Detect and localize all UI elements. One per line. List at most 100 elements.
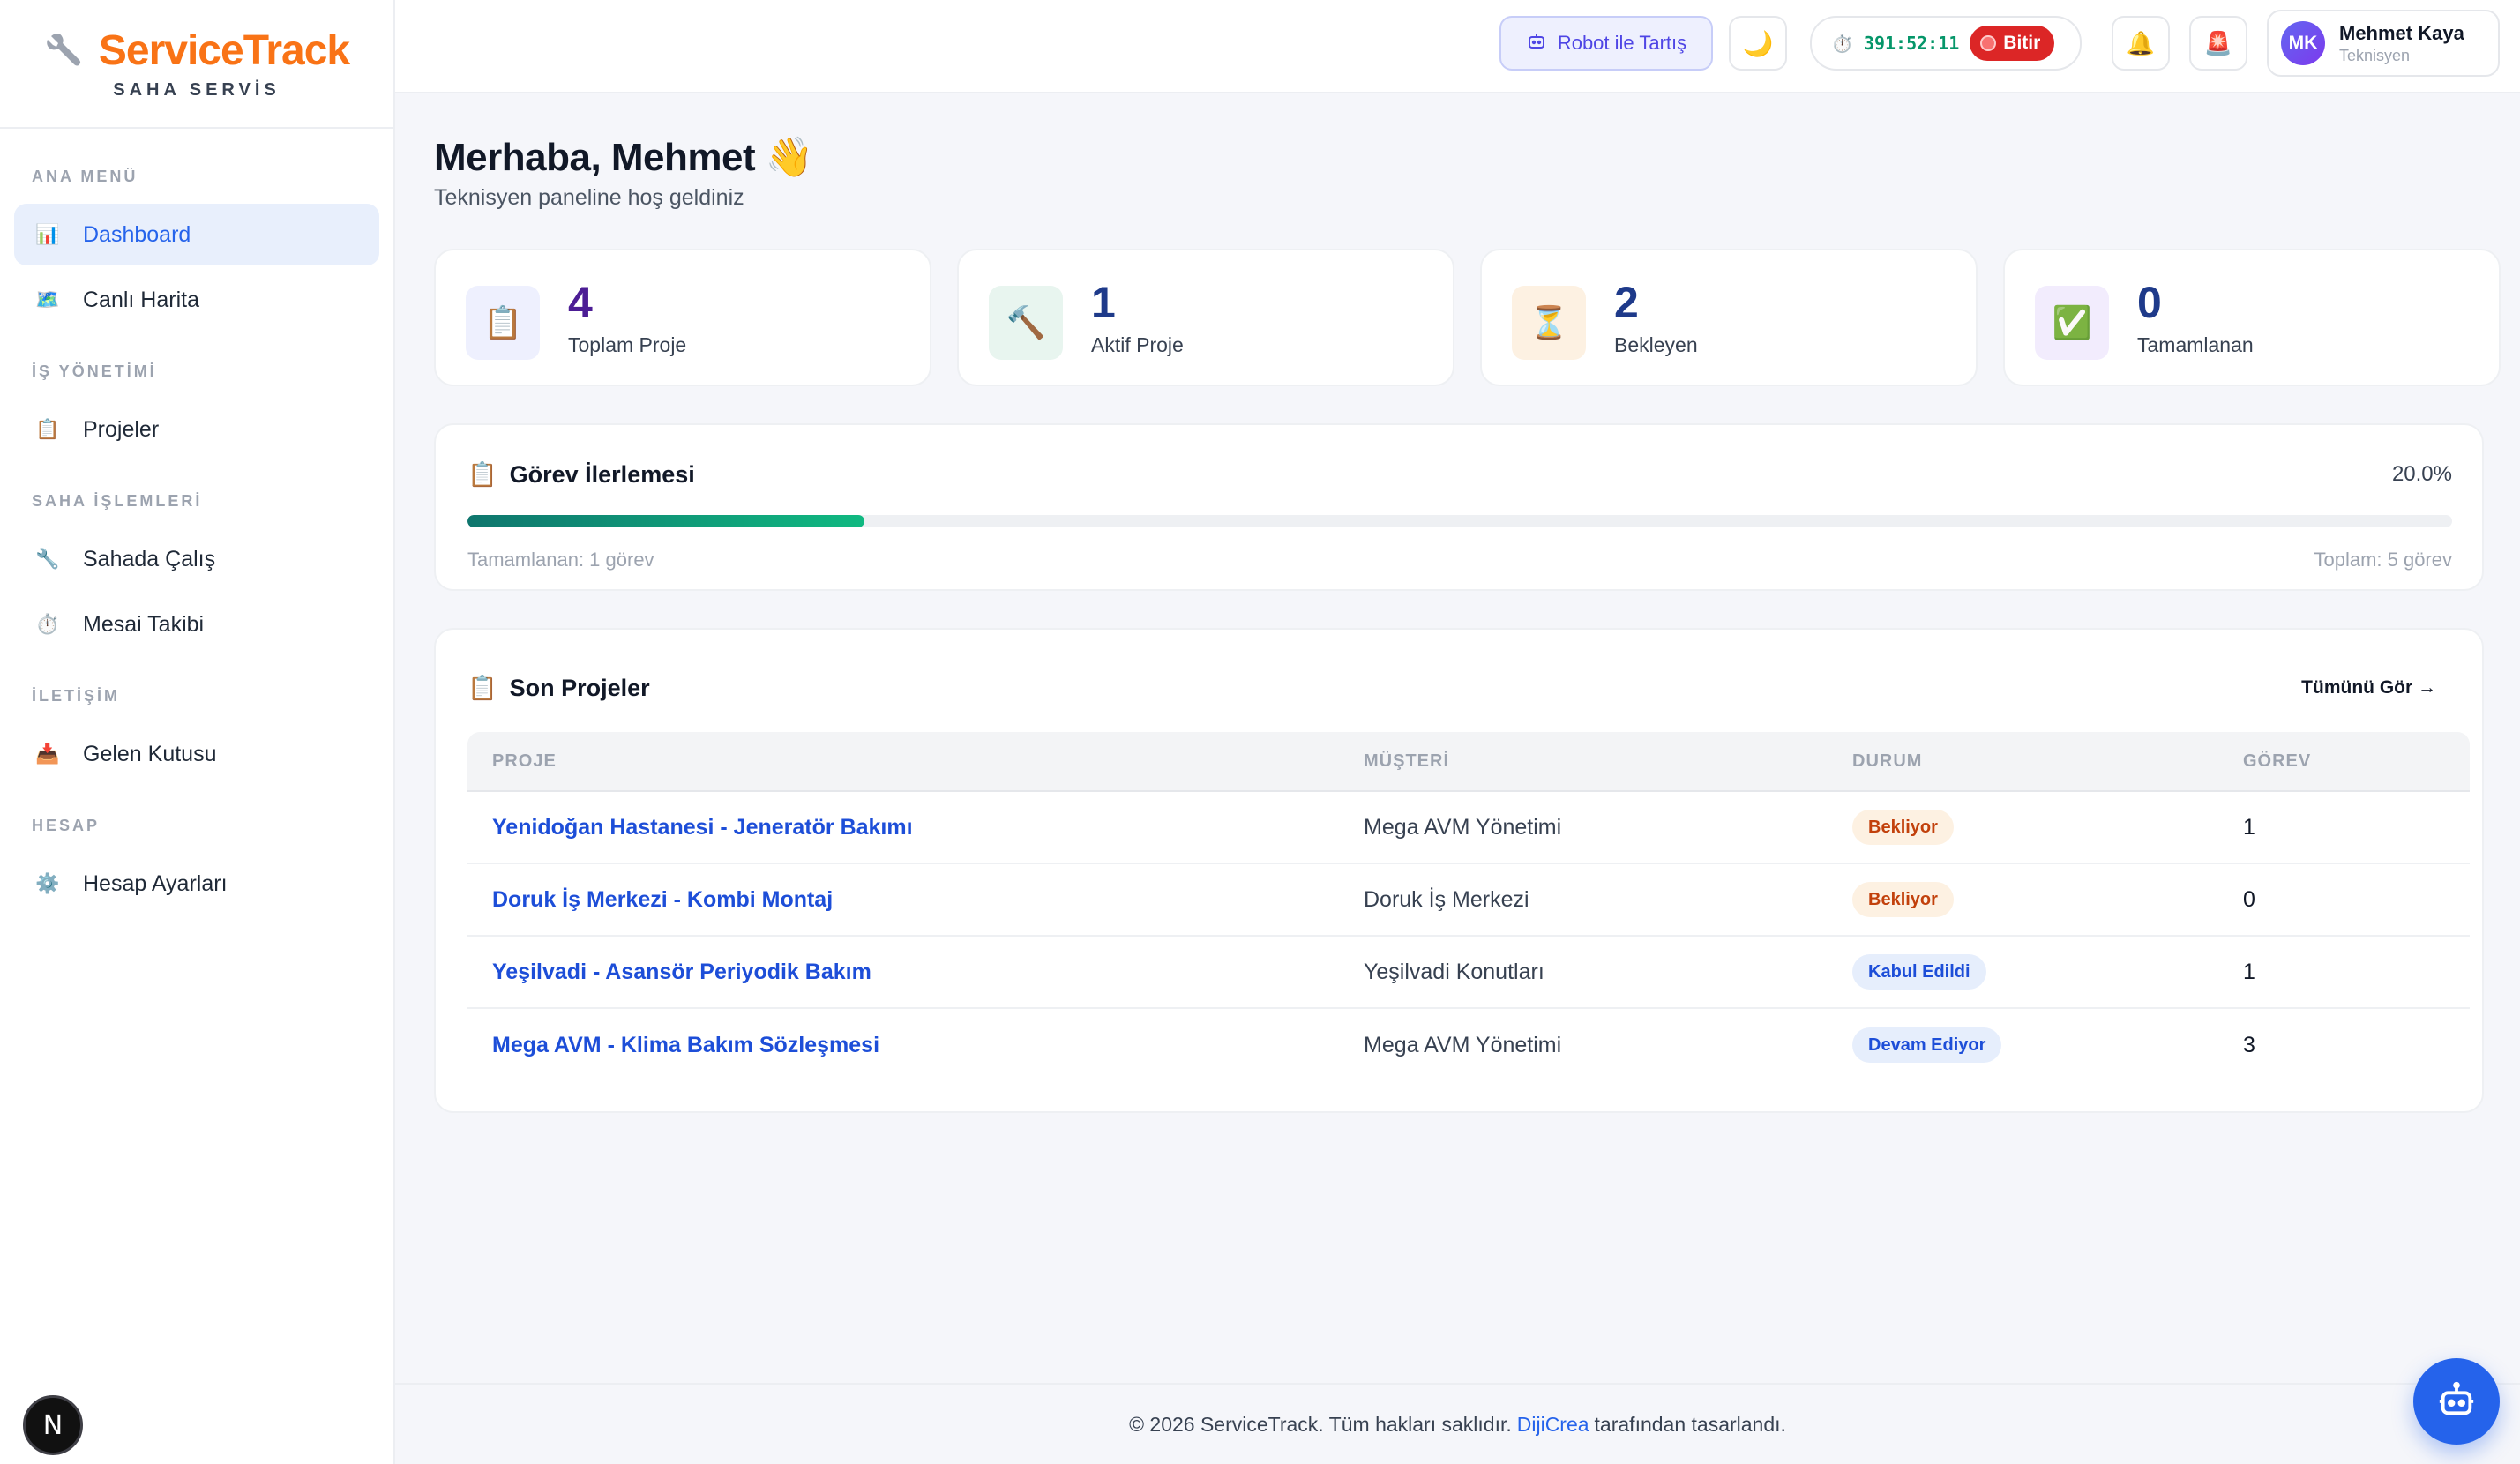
stop-shift-button[interactable]: Bitir [1970,26,2055,61]
record-dot-icon [1980,35,1997,51]
emergency-button[interactable]: 🚨 [2189,16,2247,71]
nav-section-main: ANA MENÜ [32,168,138,185]
table-row[interactable]: Yenidoğan Hastanesi - Jeneratör Bakımı M… [467,792,2470,864]
user-menu[interactable]: MK Mehmet Kaya Teknisyen [2267,10,2500,77]
stat-card-completed: ✅ 0 Tamamlanan [2003,249,2501,386]
check-mark-icon: ✅ [2035,286,2109,360]
nav-section-field: SAHA İŞLEMLERİ [32,492,203,510]
task-count: 1 [2243,959,2255,984]
status-badge: Bekliyor [1852,882,1954,917]
sidebar-item-label: Dashboard [83,221,191,247]
stat-card-pending: ⏳ 2 Bekleyen [1480,249,1978,386]
map-icon: 🗺️ [35,288,60,310]
status-badge: Kabul Edildi [1852,954,1986,990]
clipboard-icon: 📋 [35,418,60,440]
task-count: 0 [2243,886,2255,912]
column-header-customer: MÜŞTERİ [1364,751,1449,771]
sidebar-item-field-work[interactable]: 🔧 Sahada Çalış [14,528,379,590]
status-badge: Devam Ediyor [1852,1027,2002,1063]
customer-cell: Yeşilvadi Konutları [1364,959,1544,984]
status-badge: Bekliyor [1852,810,1954,845]
sidebar-item-label: Sahada Çalış [83,546,216,571]
table-row[interactable]: Doruk İş Merkezi - Kombi Montaj Doruk İş… [467,864,2470,937]
sidebar-item-label: Canlı Harita [83,287,199,312]
task-progress-title: 📋 Görev İlerlemesi [467,460,695,489]
task-progress-percent: 20.0% [2391,462,2452,486]
footer-suffix: tarafından tasarlandı. [1594,1412,1786,1436]
chatbot-fab-button[interactable] [2413,1358,2500,1445]
bell-icon: 🔔 [2126,29,2156,56]
wrench-logo-icon [44,31,85,71]
clipboard-icon: 📋 [467,461,497,488]
sidebar-item-projects[interactable]: 📋 Projeler [14,399,379,460]
stat-value: 0 [2137,278,2162,327]
stat-label: Aktif Proje [1091,333,1184,356]
wrench-icon: 🔧 [35,548,60,570]
robot-icon [1526,30,1547,56]
column-header-project: PROJE [492,751,557,771]
sidebar-nav: ANA MENÜ 📊 Dashboard 🗺️ Canlı Harita İŞ … [0,129,393,915]
page-title: Merhaba, Mehmet 👋 [434,136,814,179]
sidebar-item-label: Projeler [83,416,160,442]
dark-mode-toggle[interactable]: 🌙 [1729,16,1787,71]
sidebar-item-label: Hesap Ayarları [83,870,228,896]
sidebar: ServiceTrack SAHA SERVİS ANA MENÜ 📊 Dash… [0,0,395,1464]
stop-shift-label: Bitir [2003,33,2041,53]
view-all-link[interactable]: Tümünü Gör → [2301,677,2436,698]
robot-chat-label: Robot ile Tartış [1557,32,1687,54]
robot-chat-button[interactable]: Robot ile Tartış [1499,16,1713,71]
brand-title: ServiceTrack [98,27,350,74]
notifications-button[interactable]: 🔔 [2112,16,2170,71]
hammer-icon: 🔨 [989,286,1063,360]
sidebar-item-live-map[interactable]: 🗺️ Canlı Harita [14,269,379,331]
progress-bar-fill [467,515,864,527]
clipboard-icon: 📋 [467,675,497,701]
task-count: 3 [2243,1032,2255,1057]
user-name: Mehmet Kaya [2339,21,2464,44]
stat-label: Bekleyen [1614,333,1698,356]
sidebar-item-inbox[interactable]: 📥 Gelen Kutusu [14,723,379,785]
table-row[interactable]: Mega AVM - Klima Bakım Sözleşmesi Mega A… [467,1009,2470,1081]
stat-label: Tamamlanan [2137,333,2254,356]
brand-subtitle: SAHA SERVİS [113,80,280,100]
footer: © 2026 ServiceTrack. Tüm hakları saklıdı… [395,1383,2520,1464]
customer-cell: Doruk İş Merkezi [1364,886,1529,912]
completed-count: Tamamlanan: 1 görev [467,549,654,571]
task-count: 1 [2243,814,2255,840]
nav-section-communication: İLETİŞİM [32,687,120,705]
customer-cell: Mega AVM Yönetimi [1364,814,1562,840]
project-link[interactable]: Yeşilvadi - Asansör Periyodik Bakım [492,959,871,984]
page-subtitle: Teknisyen paneline hoş geldiniz [434,185,744,210]
task-progress-card: 📋 Görev İlerlemesi 20.0% Tamamlanan: 1 g… [434,423,2484,591]
nav-section-account: HESAP [32,817,101,834]
project-link[interactable]: Yenidoğan Hastanesi - Jeneratör Bakımı [492,814,913,840]
sidebar-item-account-settings[interactable]: ⚙️ Hesap Ayarları [14,853,379,915]
sidebar-item-time-tracking[interactable]: ⏱️ Mesai Takibi [14,594,379,655]
column-header-tasks: GÖREV [2243,751,2312,771]
stat-label: Toplam Proje [568,333,687,356]
stopwatch-icon: ⏱️ [1831,34,1853,54]
footer-designer-link[interactable]: DijiCrea [1516,1412,1589,1436]
footer-copyright: © 2026 ServiceTrack. Tüm hakları saklıdı… [1129,1412,1512,1436]
dev-tools-badge[interactable]: N [23,1395,83,1455]
bar-chart-icon: 📊 [35,223,60,245]
inbox-icon: 📥 [35,743,60,765]
stat-value: 1 [1091,278,1116,327]
stat-value: 2 [1614,278,1639,327]
project-link[interactable]: Doruk İş Merkezi - Kombi Montaj [492,886,834,912]
recent-projects-card: 📋 Son Projeler Tümünü Gör → PROJE MÜŞTER… [434,628,2484,1113]
recent-projects-title: 📋 Son Projeler [467,674,650,702]
table-row[interactable]: Yeşilvadi - Asansör Periyodik Bakım Yeşi… [467,937,2470,1009]
user-role: Teknisyen [2339,46,2411,64]
project-link[interactable]: Mega AVM - Klima Bakım Sözleşmesi [492,1032,880,1057]
brand[interactable]: ServiceTrack SAHA SERVİS [0,0,393,129]
hourglass-icon: ⏳ [1512,286,1586,360]
robot-icon [2436,1379,2477,1424]
sidebar-item-dashboard[interactable]: 📊 Dashboard [14,204,379,265]
table-header: PROJE MÜŞTERİ DURUM GÖREV [467,732,2470,792]
stat-card-total-projects: 📋 4 Toplam Proje [434,249,931,386]
nav-section-work: İŞ YÖNETİMİ [32,362,157,380]
waving-hand-icon: 👋 [765,136,814,179]
progress-bar [467,515,2452,527]
customer-cell: Mega AVM Yönetimi [1364,1032,1562,1057]
